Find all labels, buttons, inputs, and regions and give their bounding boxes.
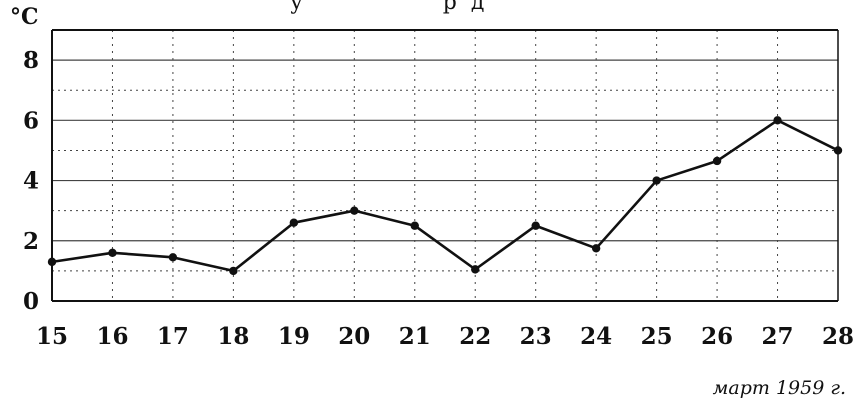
y-tick-label: 4 [23, 168, 39, 195]
x-tick-label: 15 [36, 323, 68, 350]
x-tick-label: 26 [701, 323, 733, 350]
data-point-17 [168, 253, 178, 262]
data-point-20 [350, 206, 359, 215]
chart-caption: март 1959 г. [712, 377, 846, 399]
chart-series [47, 116, 843, 276]
data-point-24 [591, 244, 601, 253]
x-tick-label: 20 [338, 323, 370, 350]
x-tick-label: 19 [278, 323, 310, 350]
data-point-18 [229, 266, 238, 276]
y-tick-label: 0 [23, 288, 39, 315]
data-point-22 [471, 265, 480, 274]
x-tick-label: 23 [520, 323, 552, 350]
x-tick-label: 17 [157, 323, 189, 350]
x-tick-label: 18 [217, 323, 249, 350]
y-axis-unit-label: °С [10, 4, 39, 30]
truncated-top-text: у р д [290, 0, 485, 15]
chart-axes [51, 29, 839, 302]
x-tick-label: 21 [399, 323, 431, 350]
data-point-15 [47, 257, 57, 267]
data-point-19 [289, 218, 299, 227]
data-point-25 [652, 176, 661, 185]
x-tick-label: 25 [641, 323, 673, 350]
data-point-26 [712, 156, 722, 166]
x-tick-label: 28 [822, 323, 854, 350]
data-point-28 [833, 146, 843, 155]
series-line-0 [51, 119, 839, 273]
x-tick-label: 16 [96, 323, 128, 350]
data-point-21 [410, 221, 419, 230]
data-point-23 [531, 221, 540, 230]
chart-grid [52, 30, 838, 301]
y-tick-label: 8 [23, 47, 39, 74]
y-tick-label: 2 [23, 228, 39, 255]
data-point-16 [108, 248, 117, 258]
y-tick-label: 6 [23, 107, 39, 134]
x-tick-label: 24 [580, 323, 612, 350]
x-tick-label: 22 [459, 323, 491, 350]
x-tick-label: 27 [762, 323, 794, 350]
data-point-27 [773, 116, 782, 125]
